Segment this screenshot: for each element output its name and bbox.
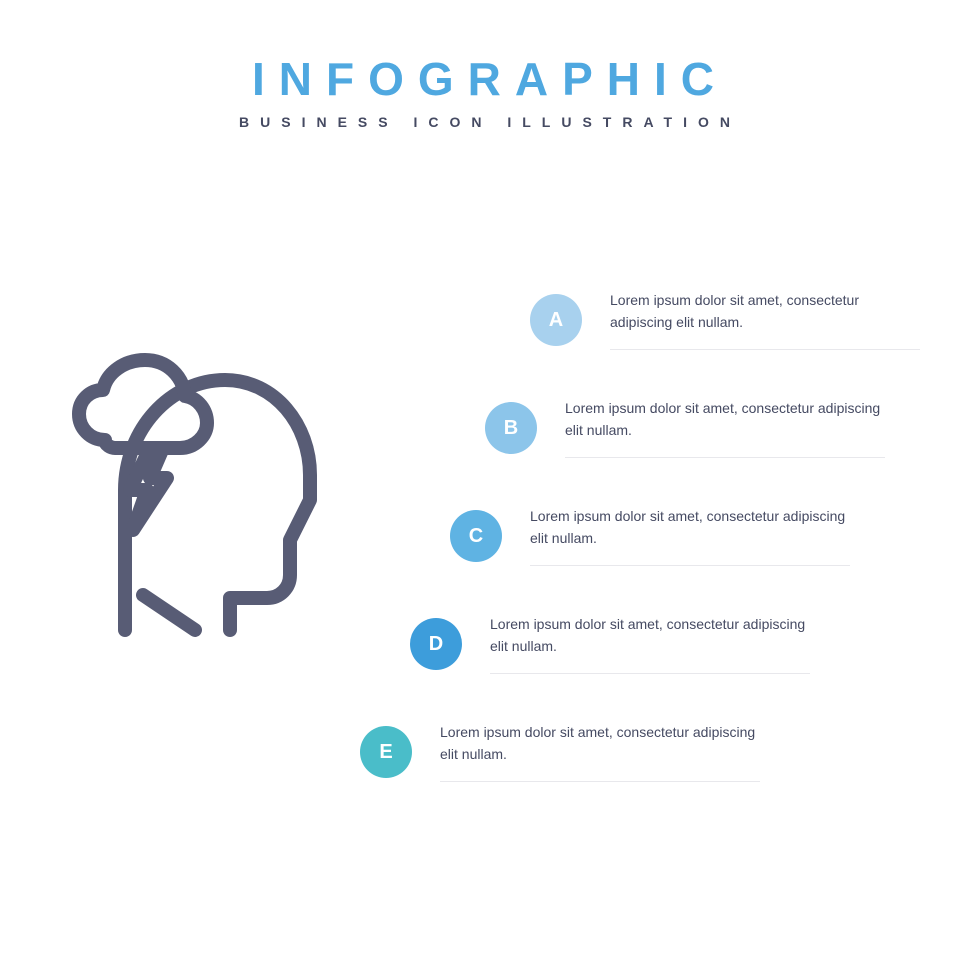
step-text-c: Lorem ipsum dolor sit amet, consectetur … xyxy=(530,506,850,566)
step-text-e: Lorem ipsum dolor sit amet, consectetur … xyxy=(440,722,760,782)
content: A Lorem ipsum dolor sit amet, consectetur… xyxy=(0,290,980,650)
step-badge-a: A xyxy=(530,294,582,346)
step-badge-e: E xyxy=(360,726,412,778)
subtitle: BUSINESS ICON ILLUSTRATION xyxy=(0,114,980,130)
step-a: A Lorem ipsum dolor sit amet, consectetur… xyxy=(530,290,920,350)
step-e: E Lorem ipsum dolor sit amet, consectetur… xyxy=(360,722,920,782)
step-text-d: Lorem ipsum dolor sit amet, consectetur … xyxy=(490,614,810,674)
header: INFOGRAPHIC BUSINESS ICON ILLUSTRATION xyxy=(0,0,980,130)
step-b: B Lorem ipsum dolor sit amet, consectetur… xyxy=(485,398,920,458)
step-d: D Lorem ipsum dolor sit amet, consectetur… xyxy=(410,614,920,674)
step-c: C Lorem ipsum dolor sit amet, consectetur… xyxy=(450,506,920,566)
step-badge-c: C xyxy=(450,510,502,562)
title: INFOGRAPHIC xyxy=(0,52,980,106)
step-text-a: Lorem ipsum dolor sit amet, consectetur … xyxy=(610,290,920,350)
steps-column: A Lorem ipsum dolor sit amet, consectetur… xyxy=(390,290,980,650)
step-badge-b: B xyxy=(485,402,537,454)
icon-column xyxy=(0,290,390,650)
brainstorm-head-icon xyxy=(65,350,325,650)
step-badge-d: D xyxy=(410,618,462,670)
step-text-b: Lorem ipsum dolor sit amet, consectetur … xyxy=(565,398,885,458)
